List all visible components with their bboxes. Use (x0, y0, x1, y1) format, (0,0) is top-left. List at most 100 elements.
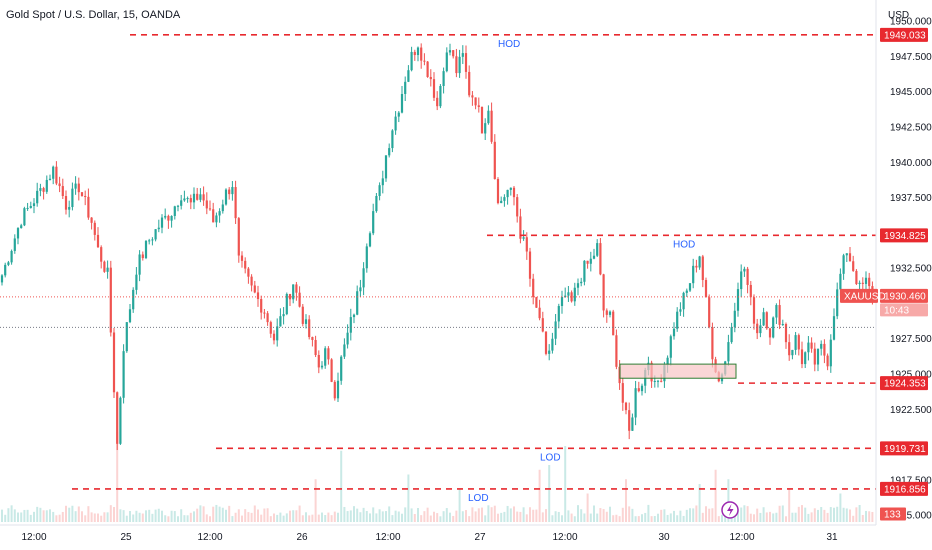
volume-bar (615, 514, 618, 522)
candle-body (474, 97, 477, 106)
candle-body (298, 292, 301, 307)
volume-bar (669, 513, 672, 522)
currency-label: USD (888, 10, 909, 21)
candle-body (756, 323, 759, 334)
volume-bar (282, 515, 285, 522)
volume-bar (593, 505, 595, 522)
volume-bar (625, 479, 627, 522)
volume-bar (151, 513, 154, 522)
candle-body (586, 260, 589, 264)
volume-bar (500, 512, 503, 522)
level-price-tag-bg (880, 441, 928, 456)
candle-body (493, 141, 496, 180)
y-tick-label: 1950.000 (890, 17, 932, 28)
candle-body (669, 336, 672, 358)
volume-bar (474, 511, 477, 522)
volume-bar (369, 513, 371, 522)
price-axis-panel[interactable] (876, 0, 932, 550)
volume-bar (567, 510, 570, 522)
candle-body (13, 238, 16, 251)
candle-body (23, 208, 26, 226)
candle-body (61, 186, 64, 197)
candle-body (426, 61, 429, 77)
candle-body (538, 307, 541, 319)
candle-body (327, 348, 330, 360)
volume-bar (45, 510, 48, 522)
volume-bar (541, 512, 544, 522)
candle-body (442, 71, 445, 87)
price-axis[interactable]: 1950.000 1947.500 1945.000 1942.500 1940.000… (890, 17, 932, 522)
candle-body (202, 194, 205, 201)
candle-body (868, 277, 871, 287)
volume-bar (141, 513, 144, 522)
volume-bar (231, 516, 234, 522)
volume-bar (532, 509, 535, 522)
volume-bar (557, 511, 560, 522)
time-axis[interactable]: 12:00 25 12:00 26 12:00 27 12:00 30 12:00 31 (21, 532, 838, 543)
volume-bar (765, 512, 768, 522)
candle-body (813, 348, 816, 365)
candle-body (314, 339, 317, 355)
candle-body (797, 335, 800, 350)
alert-icon[interactable] (721, 501, 739, 519)
volume-bar (657, 513, 659, 522)
candle-body (285, 293, 288, 315)
candle-body (484, 123, 487, 134)
volume-bar (186, 515, 189, 522)
candle-body (637, 388, 640, 392)
candle-body (864, 277, 868, 284)
volume-bar (209, 516, 211, 522)
volume-bar (100, 515, 103, 522)
volume-bar (660, 509, 663, 522)
volume-bar (109, 505, 112, 522)
volume-bar (522, 507, 525, 522)
x-tick-label: 26 (296, 532, 308, 543)
candle-body (208, 208, 212, 210)
candle-body (413, 51, 416, 56)
y-tick-label: 1917.500 (890, 475, 932, 486)
volume-bar (785, 516, 787, 522)
candle-body (672, 328, 676, 337)
volume-bar (237, 509, 240, 522)
candle-body (439, 86, 442, 107)
candle-body (455, 56, 458, 74)
volume-bar (36, 506, 39, 522)
volume-bar (13, 509, 16, 522)
volume-bar (737, 509, 739, 522)
candle-body (602, 274, 605, 311)
candle-body (295, 284, 298, 293)
volume-bar (868, 511, 871, 522)
volume-bar (746, 506, 749, 522)
volume-bar (538, 469, 541, 522)
candle-body (45, 179, 48, 192)
candle-body (317, 354, 320, 368)
candle-body (500, 200, 503, 204)
candle-body (823, 343, 826, 356)
volume-bar (762, 507, 765, 522)
candle-body (752, 297, 756, 324)
volume-bar (410, 508, 413, 522)
volume-bar (858, 504, 861, 522)
volume-bar (689, 508, 691, 522)
candle-body (688, 283, 692, 291)
candle-body (800, 349, 804, 365)
candle-body (826, 355, 829, 367)
volume-bar (452, 515, 455, 522)
candle-body (64, 196, 68, 210)
candle-body (624, 402, 628, 411)
volume-bar (401, 513, 403, 522)
candle-body (765, 312, 768, 329)
volume-bar (215, 504, 218, 522)
candle-body (292, 284, 295, 300)
candle-body (701, 256, 704, 281)
x-tick-label: 25 (120, 532, 132, 543)
volume-bar (20, 512, 23, 522)
candle-body (416, 47, 420, 56)
volume-bar (301, 515, 304, 522)
candle-body (612, 311, 615, 336)
volume-bar (692, 508, 695, 522)
volume-bar (113, 507, 115, 522)
candle-body (320, 365, 324, 368)
